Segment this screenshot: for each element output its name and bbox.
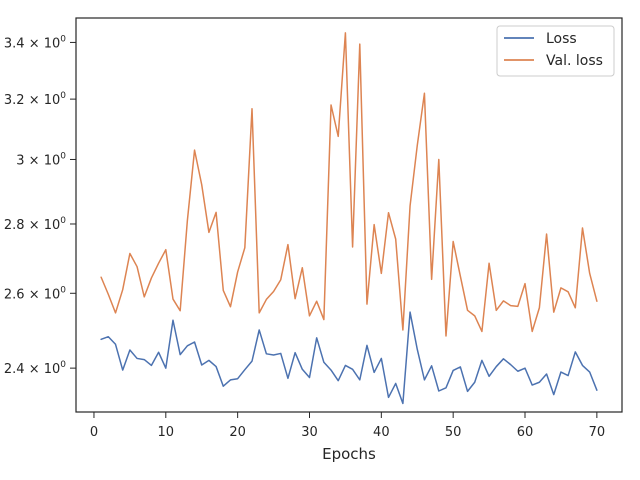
y-tick-label: 2.8 × 100: [4, 216, 66, 233]
y-tick-label: 3.2 × 100: [4, 91, 66, 108]
series-line-loss: [100, 311, 598, 405]
y-tick-label: 3 × 100: [16, 151, 66, 168]
x-tick-label: 0: [90, 425, 98, 440]
legend-label-loss: Loss: [546, 31, 577, 47]
y-tick-label: 3.4 × 100: [4, 34, 66, 51]
x-tick-label: 60: [517, 425, 534, 440]
x-tick-label: 20: [229, 425, 246, 440]
x-axis-ticks: 0 10 20 30 40 50 60 70: [90, 412, 605, 440]
legend-label-val-loss: Val. loss: [546, 53, 603, 69]
plot-frame: [75, 17, 623, 413]
y-axis-ticks: 2.4 × 100 2.6 × 100 2.8 × 100 3 × 100 3.2 × …: [4, 34, 76, 377]
y-tick-label: 2.4 × 100: [4, 360, 66, 377]
plot-lines: [100, 32, 598, 405]
x-tick-label: 70: [589, 425, 606, 440]
x-tick-label: 10: [158, 425, 175, 440]
series-line-val-loss: [100, 32, 598, 337]
legend: Loss Val. loss: [496, 25, 615, 77]
y-tick-label: 2.6 × 100: [4, 285, 66, 302]
x-tick-label: 40: [373, 425, 390, 440]
x-tick-label: 50: [445, 425, 462, 440]
x-axis-label: Epochs: [322, 445, 376, 463]
x-tick-label: 30: [301, 425, 318, 440]
